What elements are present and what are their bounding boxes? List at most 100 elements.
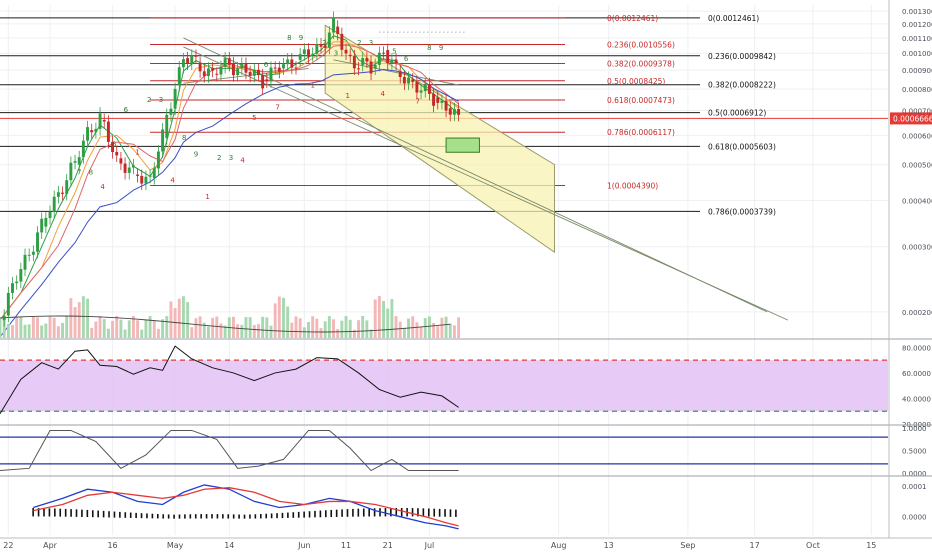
- candle-body: [423, 84, 427, 92]
- td-count-label: 8: [427, 44, 431, 52]
- candle-body: [369, 61, 373, 74]
- volume-bar: [432, 322, 436, 338]
- volume-bar: [77, 302, 81, 338]
- td-count-label: 8: [287, 34, 291, 42]
- candle-body: [415, 81, 419, 93]
- candle-body: [440, 100, 444, 103]
- volume-bar: [144, 319, 148, 338]
- candle-body: [215, 73, 219, 75]
- macd-histogram-bar: [368, 508, 370, 517]
- macd-histogram-bar: [303, 511, 305, 518]
- volume-bar: [357, 320, 360, 338]
- macd-histogram-bar: [373, 508, 376, 517]
- time-tick-label: 11: [341, 541, 351, 550]
- candle-body: [194, 55, 198, 57]
- target-zone-box: [445, 137, 480, 153]
- time-tick-label: Jul: [424, 541, 435, 550]
- macd-histogram-bar: [427, 508, 430, 517]
- volume-bar: [294, 316, 298, 338]
- volume-bar: [181, 296, 185, 338]
- td-count-label: 2: [357, 39, 361, 47]
- candle-body: [161, 129, 165, 152]
- candle-body: [348, 54, 352, 57]
- volume-bar: [311, 316, 315, 338]
- volume-bar: [394, 316, 398, 338]
- price-tick-label: 0.0002000: [902, 309, 932, 317]
- macd-histogram-bar: [167, 514, 170, 519]
- macd-histogram-bar: [292, 512, 295, 518]
- stoch-rsi-pane: 1.0000 0.5000 0.0000: [0, 425, 927, 478]
- volume-bar: [115, 316, 119, 338]
- td-count-label: 1: [310, 81, 314, 89]
- candle-body: [36, 232, 39, 252]
- volume-bar: [298, 318, 302, 338]
- volume-bar: [423, 318, 427, 338]
- macd-line: [33, 484, 459, 530]
- volume-bar: [336, 328, 340, 338]
- price-tick-label: 0.0008000: [902, 86, 932, 94]
- candle-body: [106, 121, 110, 142]
- candle-body: [219, 66, 223, 75]
- candle-body: [140, 175, 144, 184]
- volume-bar: [127, 320, 131, 338]
- macd-histogram-bar: [124, 512, 127, 518]
- time-tick-label: Apr: [43, 541, 58, 550]
- macd-histogram-bar: [162, 514, 165, 519]
- macd-histogram-bar: [433, 508, 436, 517]
- td-count-label: 3: [334, 50, 338, 58]
- macd-histogram-bar: [64, 508, 67, 517]
- td-count-label: 4: [380, 90, 385, 98]
- volume-bar: [286, 306, 290, 338]
- candle-body: [394, 59, 398, 64]
- macd-histogram-bar: [232, 514, 235, 519]
- volume-bar: [307, 321, 310, 338]
- candle-body: [398, 71, 402, 78]
- td-count-label: 1: [345, 92, 349, 100]
- td-count-label: 3: [369, 39, 373, 47]
- candle-body: [352, 56, 356, 69]
- fib-label-red: 0.618(0.0007473): [607, 96, 675, 105]
- price-tick-label: 0.0004000: [902, 197, 932, 205]
- candle-body: [11, 283, 14, 293]
- volume-bar: [440, 317, 444, 338]
- candle-body: [81, 140, 85, 158]
- candle-body: [323, 45, 327, 48]
- candle-body: [15, 281, 19, 284]
- candle-body: [127, 167, 131, 173]
- candle-body: [311, 53, 315, 55]
- macd-histogram-bar: [205, 514, 208, 519]
- macd-histogram-bar: [422, 508, 425, 517]
- macd-histogram-bar: [341, 509, 343, 517]
- volume-bar: [436, 326, 440, 338]
- volume-bar: [319, 328, 323, 338]
- candle-body: [169, 108, 173, 115]
- volume-bar: [131, 316, 135, 338]
- rsi-tick-label: 80.0000: [902, 344, 931, 352]
- td-count-label: 5: [252, 114, 256, 122]
- candle-body: [123, 163, 127, 173]
- candle-body: [315, 44, 319, 54]
- macd-histogram-bar: [129, 512, 132, 518]
- price-tick-label: 0.0010000: [902, 50, 932, 58]
- candle-body: [436, 97, 440, 103]
- candle-body: [61, 192, 64, 194]
- candle-body: [269, 67, 273, 82]
- volume-bar: [323, 321, 327, 338]
- td-count-label: 7: [77, 168, 81, 176]
- candle-body: [298, 54, 302, 60]
- rsi-tick-label: 60.0000: [902, 370, 931, 378]
- candle-body: [282, 64, 285, 69]
- price-tick-label: 0.0012000: [902, 21, 932, 29]
- volume-bar: [361, 316, 365, 338]
- candle-body: [294, 67, 298, 69]
- volume-bar: [427, 316, 431, 338]
- candle-body: [357, 68, 360, 70]
- macd-histogram-bar: [173, 514, 175, 519]
- time-tick-label: 17: [749, 541, 759, 550]
- candle-body: [290, 59, 294, 68]
- stoch-tick-label: 0.5000: [902, 448, 927, 456]
